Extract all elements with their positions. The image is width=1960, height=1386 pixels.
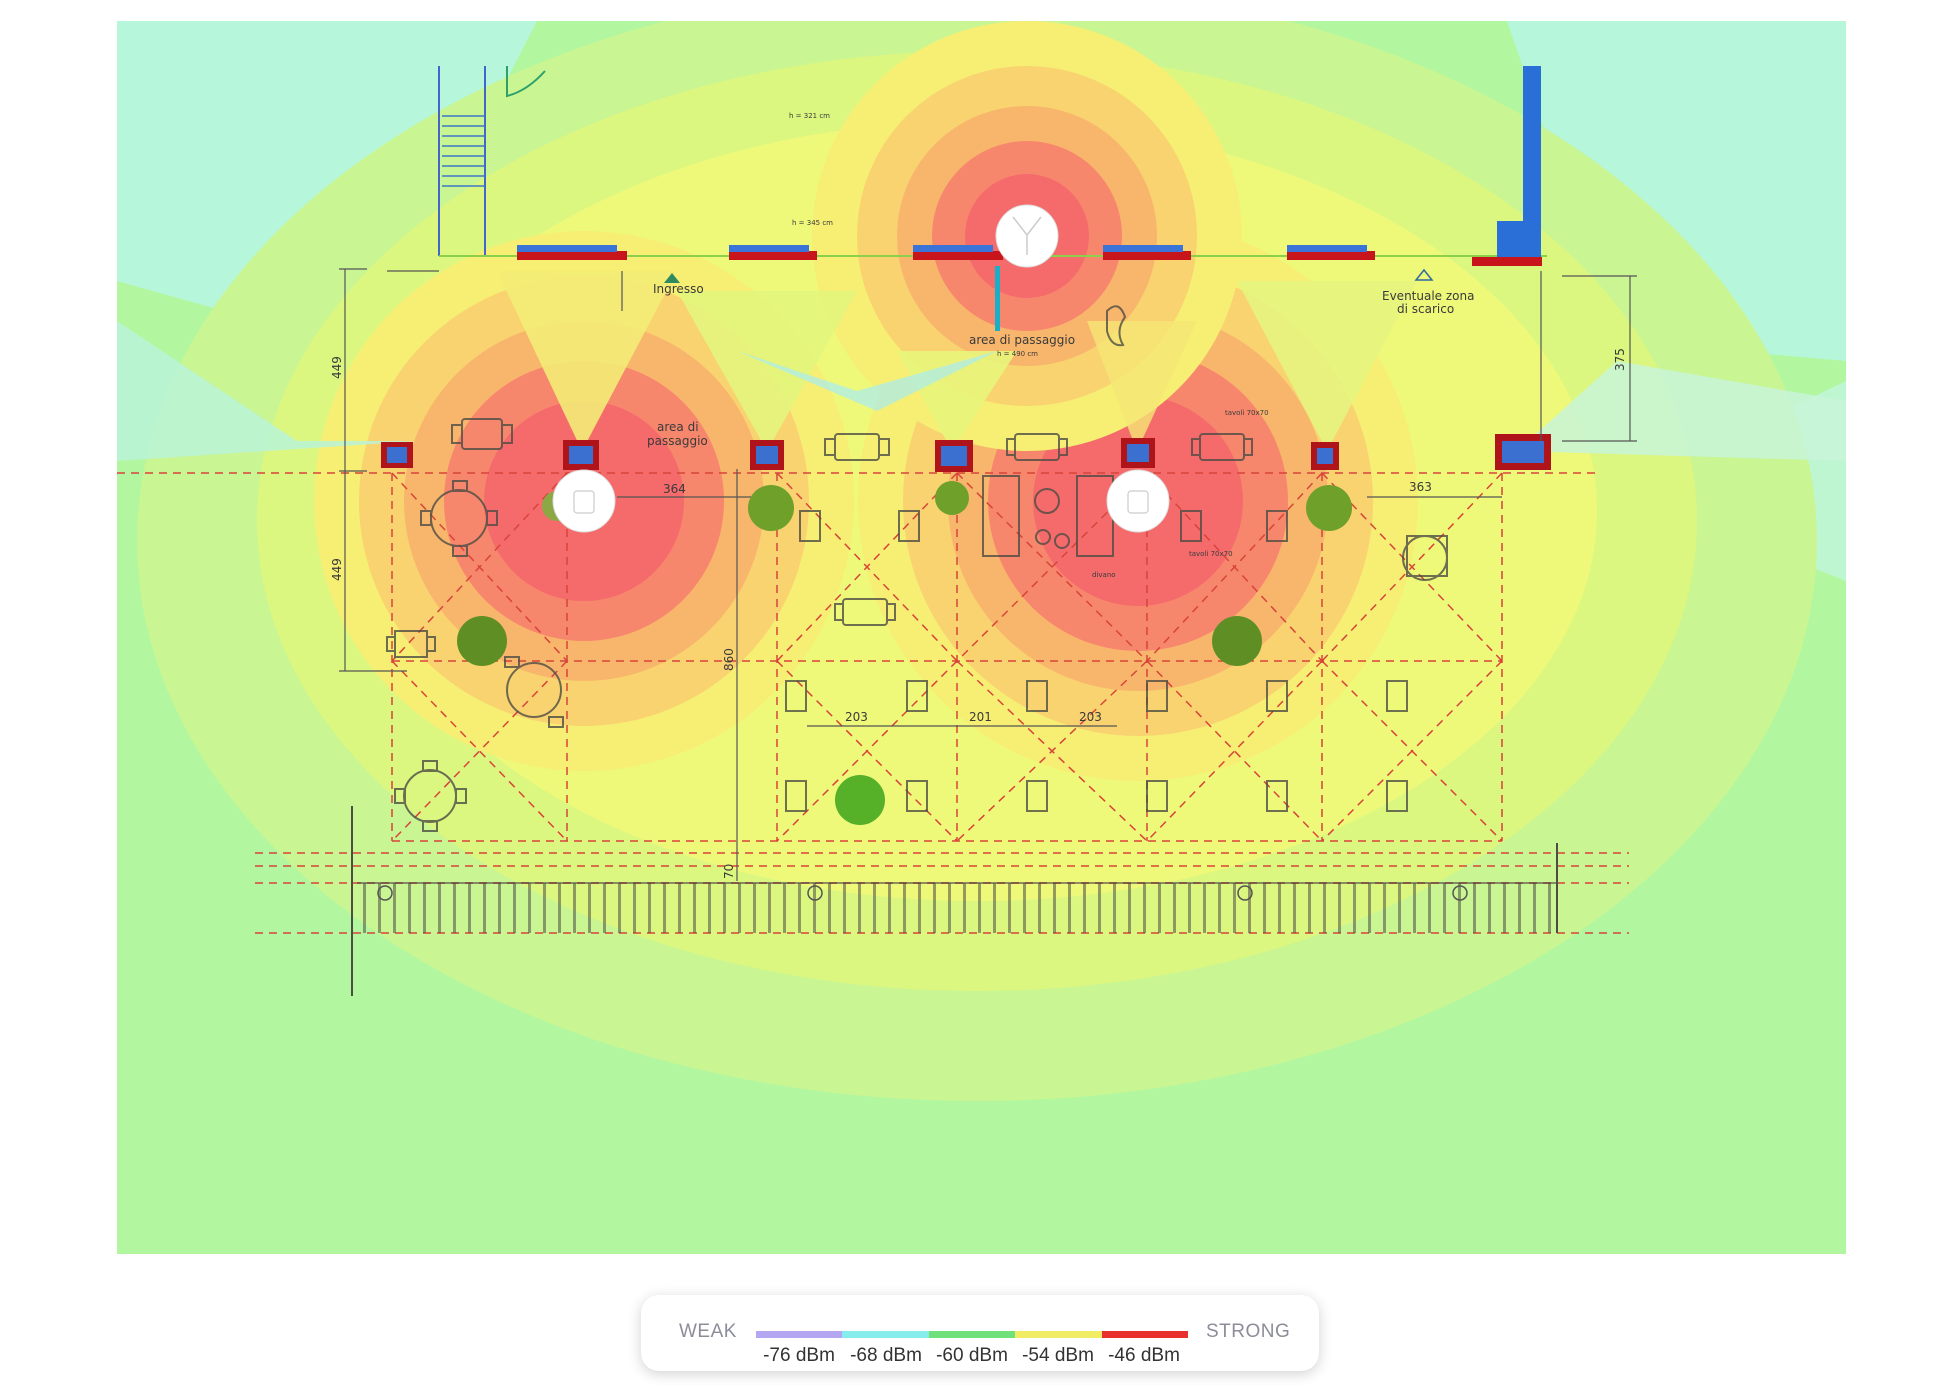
dimension-203: 203 <box>1079 710 1102 724</box>
label-area-di: area di <box>657 420 699 434</box>
dimension-lines <box>339 268 1637 881</box>
access-point-ap-1[interactable] <box>552 469 616 533</box>
label-tavoli: tavoli 70x70 <box>1225 409 1269 417</box>
passage-door <box>995 266 1000 331</box>
heatmap-map: Ingresso area di passaggio area di passa… <box>117 21 1846 1254</box>
window-segments <box>517 245 1542 266</box>
legend-swatch <box>1015 1331 1102 1338</box>
dimension-363: 363 <box>1409 480 1432 494</box>
label-tavoli: tavoli 70x70 <box>1189 550 1233 558</box>
legend-swatch <box>842 1331 929 1338</box>
dimension-364: 364 <box>663 482 686 496</box>
coverage-weak-zone <box>1507 21 1846 361</box>
dimension-860: 860 <box>722 648 736 671</box>
dimension-449: 449 <box>330 558 344 581</box>
wall-shadow-cones <box>117 271 1846 461</box>
plants <box>457 481 1352 825</box>
furniture <box>386 305 1448 832</box>
label-passaggio: passaggio <box>647 434 708 448</box>
label-height-top: h = 321 cm <box>789 112 830 120</box>
access-point-ap-3[interactable] <box>995 204 1059 268</box>
wall-segment <box>1523 66 1541 261</box>
coverage-weak-zone <box>117 21 537 351</box>
label-height-passage: h = 490 cm <box>997 350 1038 358</box>
label-height-mid: h = 345 cm <box>792 219 833 227</box>
label-eventuale-zona: Eventuale zona <box>1382 289 1474 303</box>
legend-color-bar <box>756 1331 1189 1338</box>
label-area-passaggio: area di passaggio <box>969 333 1075 347</box>
legend-weak-label: WEAK <box>679 1321 737 1342</box>
signal-legend: WEAK STRONG -76 dBm -68 dBm -60 dBm -54 … <box>641 1295 1319 1371</box>
entrance-marker-icon <box>664 273 680 283</box>
label-divano: divano <box>1092 571 1116 579</box>
legend-tick: -46 dBm <box>1108 1345 1180 1366</box>
fence-posts <box>377 885 1468 901</box>
dimension-375: 375 <box>1613 348 1627 371</box>
dimension-449: 449 <box>330 356 344 379</box>
unloading-marker-icon <box>1414 268 1434 281</box>
label-di-scarico: di scarico <box>1397 302 1454 316</box>
access-point-ap-2[interactable] <box>1106 469 1170 533</box>
legend-tick: -54 dBm <box>1022 1345 1094 1366</box>
wall-segment <box>1497 221 1527 261</box>
dimension-203: 203 <box>845 710 868 724</box>
legend-ticks: -76 dBm -68 dBm -60 dBm -54 dBm -46 dBm <box>756 1345 1188 1369</box>
legend-tick: -60 dBm <box>936 1345 1008 1366</box>
legend-strong-label: STRONG <box>1206 1321 1291 1342</box>
legend-tick: -76 dBm <box>763 1345 835 1366</box>
dimension-201: 201 <box>969 710 992 724</box>
building-columns <box>381 434 1551 472</box>
legend-swatch <box>756 1331 843 1338</box>
label-ingresso: Ingresso <box>653 282 704 296</box>
fence <box>357 883 1557 933</box>
legend-swatch <box>928 1331 1016 1338</box>
dimension-70: 70 <box>722 864 736 879</box>
legend-swatch <box>1101 1331 1189 1338</box>
legend-tick: -68 dBm <box>850 1345 922 1366</box>
